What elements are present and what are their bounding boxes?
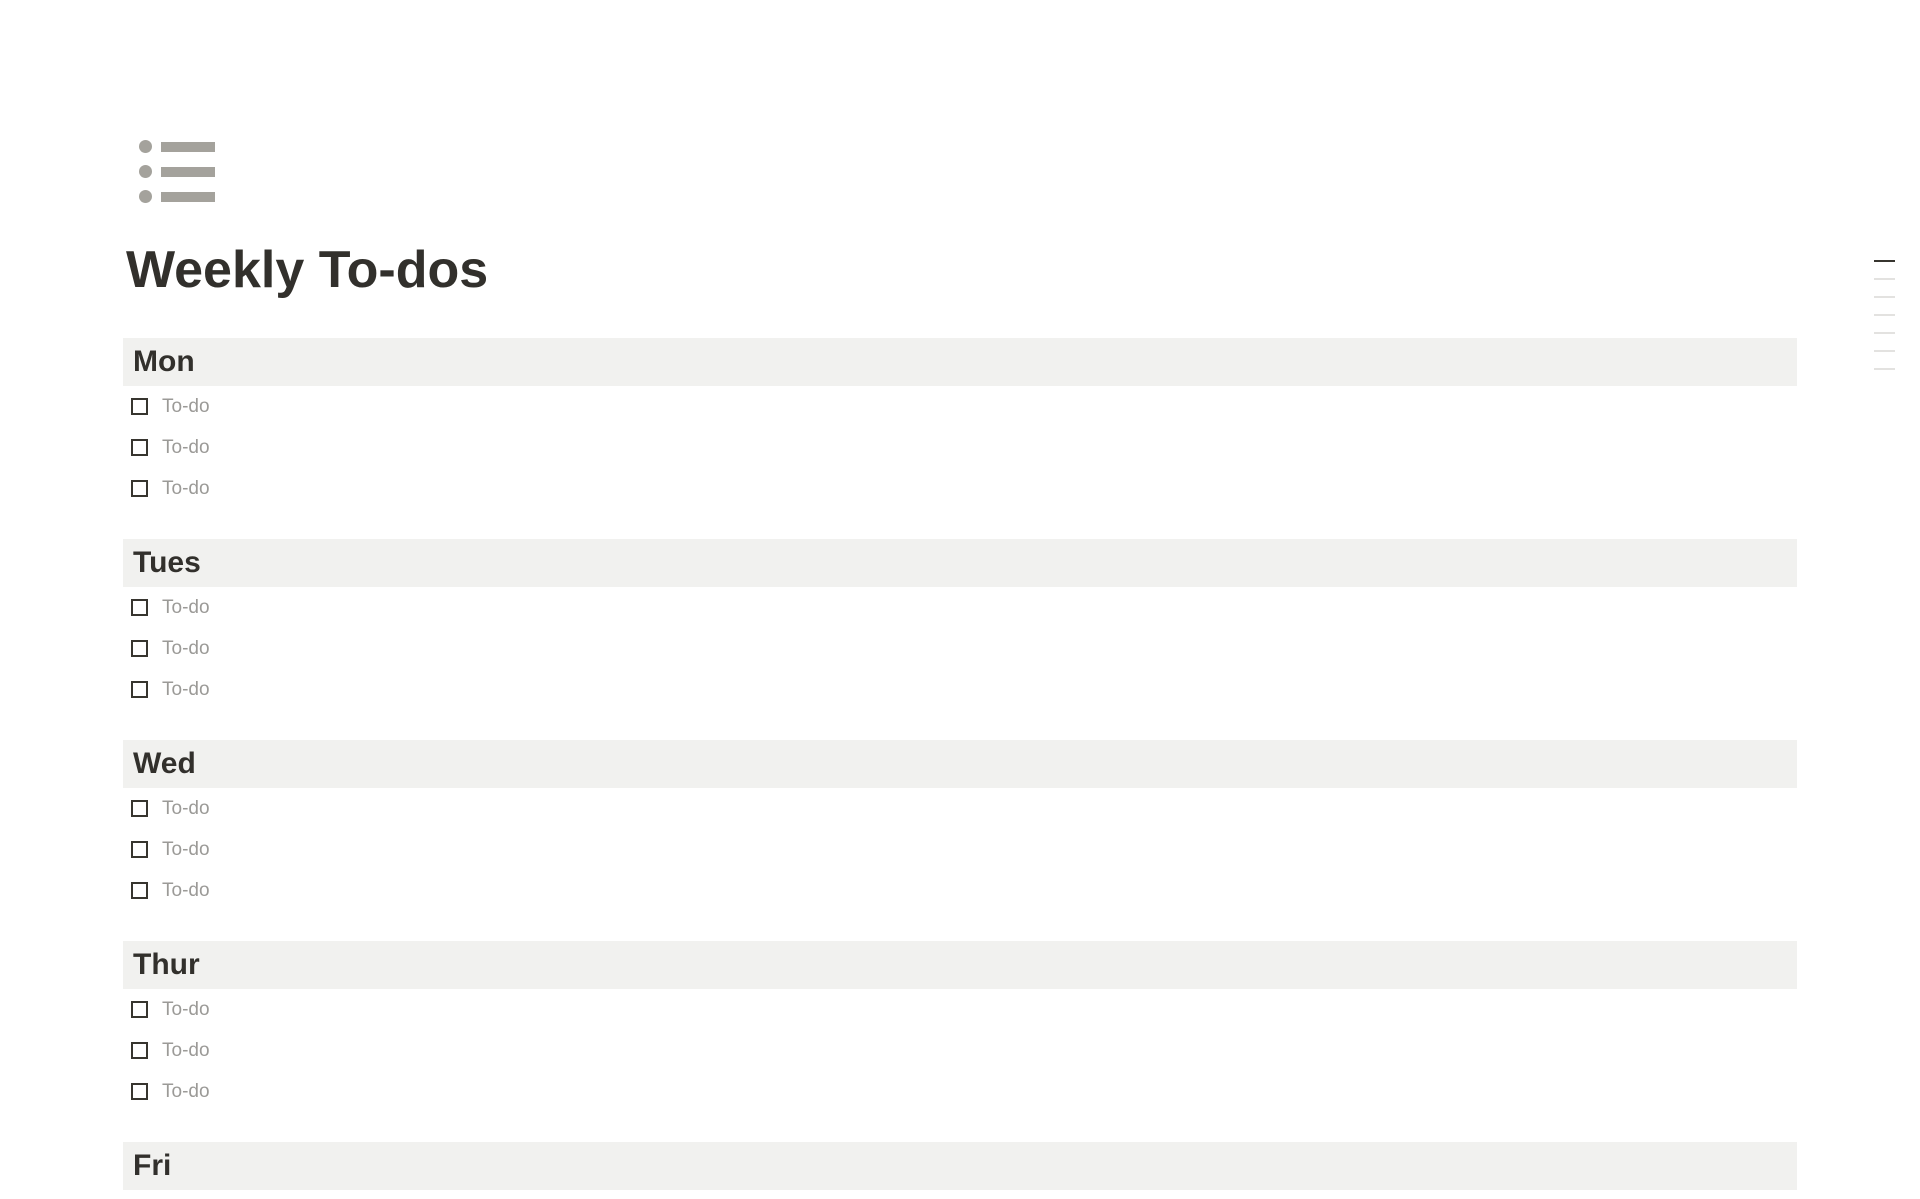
todo-item[interactable]: To-do — [123, 669, 1797, 710]
todo-item[interactable]: To-do — [123, 829, 1797, 870]
todo-item[interactable]: To-do — [123, 468, 1797, 509]
day-heading[interactable]: Fri — [123, 1142, 1797, 1190]
todo-placeholder[interactable]: To-do — [162, 395, 210, 417]
checkbox[interactable] — [131, 882, 148, 899]
checkbox[interactable] — [131, 841, 148, 858]
outline-marker[interactable] — [1874, 350, 1895, 352]
todo-placeholder[interactable]: To-do — [162, 678, 210, 700]
checkbox[interactable] — [131, 1083, 148, 1100]
table-of-contents-outline[interactable] — [1874, 260, 1895, 386]
todo-placeholder[interactable]: To-do — [162, 879, 210, 901]
spacer — [123, 911, 1797, 941]
outline-marker[interactable] — [1874, 296, 1895, 298]
todo-item[interactable]: To-do — [123, 1071, 1797, 1112]
checkbox[interactable] — [131, 599, 148, 616]
outline-marker[interactable] — [1874, 314, 1895, 316]
todo-item[interactable]: To-do — [123, 989, 1797, 1030]
todo-placeholder[interactable]: To-do — [162, 797, 210, 819]
todo-placeholder[interactable]: To-do — [162, 436, 210, 458]
section-mon: Mon To-do To-do To-do — [123, 338, 1797, 539]
checkbox[interactable] — [131, 640, 148, 657]
outline-marker[interactable] — [1874, 368, 1895, 370]
page-title[interactable]: Weekly To-dos — [126, 241, 489, 299]
todo-item[interactable]: To-do — [123, 587, 1797, 628]
todo-item[interactable]: To-do — [123, 427, 1797, 468]
todo-item[interactable]: To-do — [123, 1030, 1797, 1071]
todo-placeholder[interactable]: To-do — [162, 1080, 210, 1102]
outline-marker[interactable] — [1874, 332, 1895, 334]
day-heading[interactable]: Tues — [123, 539, 1797, 587]
todo-placeholder[interactable]: To-do — [162, 477, 210, 499]
todo-placeholder[interactable]: To-do — [162, 1039, 210, 1061]
bulleted-list-icon[interactable] — [139, 140, 215, 206]
todo-placeholder[interactable]: To-do — [162, 596, 210, 618]
section-tues: Tues To-do To-do To-do — [123, 539, 1797, 740]
todo-placeholder[interactable]: To-do — [162, 838, 210, 860]
day-heading[interactable]: Mon — [123, 338, 1797, 386]
todo-item[interactable]: To-do — [123, 386, 1797, 427]
todo-item[interactable]: To-do — [123, 628, 1797, 669]
checkbox[interactable] — [131, 398, 148, 415]
todo-item[interactable]: To-do — [123, 788, 1797, 829]
section-thur: Thur To-do To-do To-do — [123, 941, 1797, 1142]
todo-placeholder[interactable]: To-do — [162, 998, 210, 1020]
spacer — [123, 1112, 1797, 1142]
outline-marker[interactable] — [1874, 260, 1895, 262]
section-fri: Fri — [123, 1142, 1797, 1190]
page-content: Mon To-do To-do To-do Tues To-do To-do T… — [123, 338, 1797, 1190]
spacer — [123, 710, 1797, 740]
todo-item[interactable]: To-do — [123, 870, 1797, 911]
checkbox[interactable] — [131, 800, 148, 817]
checkbox[interactable] — [131, 1042, 148, 1059]
checkbox[interactable] — [131, 681, 148, 698]
checkbox[interactable] — [131, 480, 148, 497]
section-wed: Wed To-do To-do To-do — [123, 740, 1797, 941]
spacer — [123, 509, 1797, 539]
outline-marker[interactable] — [1874, 278, 1895, 280]
checkbox[interactable] — [131, 439, 148, 456]
day-heading[interactable]: Thur — [123, 941, 1797, 989]
checkbox[interactable] — [131, 1001, 148, 1018]
day-heading[interactable]: Wed — [123, 740, 1797, 788]
todo-placeholder[interactable]: To-do — [162, 637, 210, 659]
